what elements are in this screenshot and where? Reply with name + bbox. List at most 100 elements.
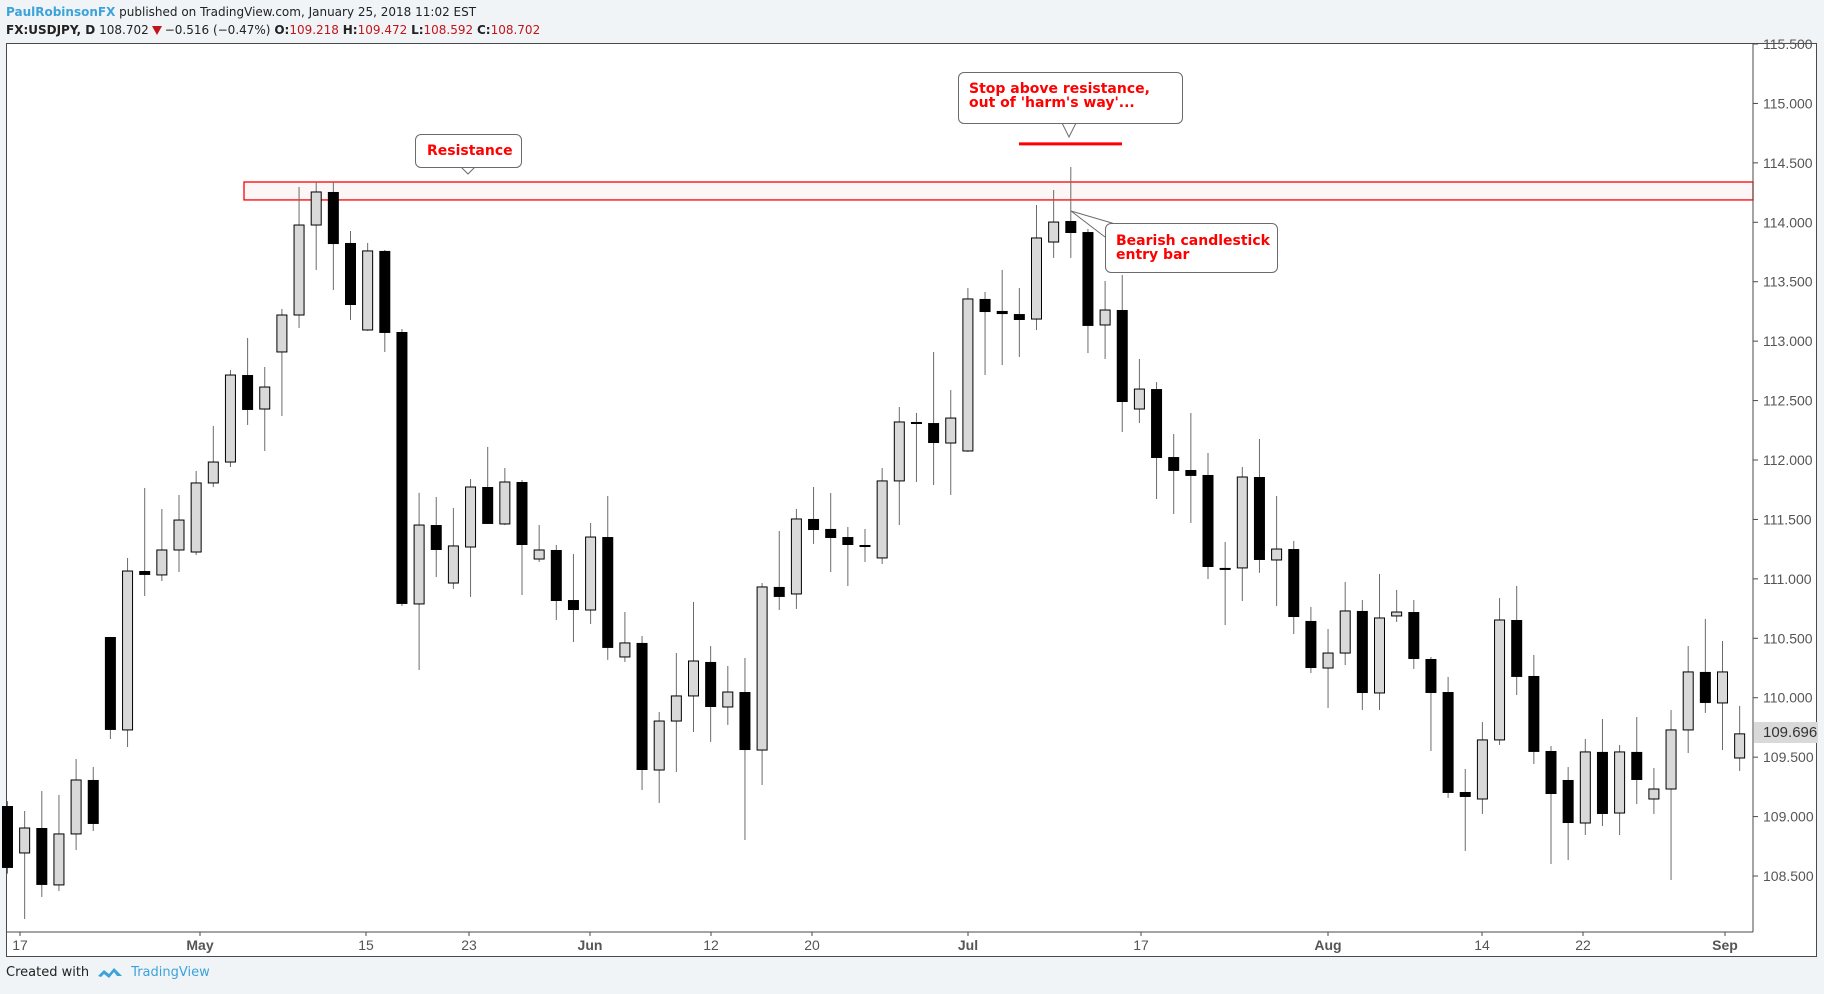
candle	[224, 370, 236, 468]
candle	[756, 583, 768, 785]
tradingview-logo-icon	[98, 967, 123, 978]
tradingview-link[interactable]: TradingView	[131, 965, 210, 980]
candle	[1476, 721, 1488, 814]
candle	[808, 486, 820, 544]
candle	[842, 526, 854, 587]
time-tick-label: 17	[1133, 937, 1149, 953]
resistance-zone-rect[interactable]	[243, 181, 1754, 201]
candle	[345, 230, 356, 320]
candle	[619, 612, 631, 662]
candle	[1168, 433, 1180, 514]
candle	[2, 801, 13, 874]
candle	[362, 242, 374, 331]
candle	[430, 496, 442, 577]
time-tick-label: May	[186, 937, 213, 953]
price-tick-label: 109.500	[1763, 749, 1814, 765]
candle	[293, 186, 305, 328]
entry-callout[interactable]: Bearish candlestick entry bar	[1105, 223, 1278, 273]
candle	[893, 406, 905, 526]
candle	[190, 470, 202, 555]
candle	[413, 492, 425, 671]
time-tick-label: 17	[12, 937, 28, 953]
time-tick-label: 12	[703, 937, 719, 953]
candle	[859, 528, 871, 562]
candle	[1717, 641, 1728, 751]
time-tick-label: 23	[461, 937, 477, 953]
candle	[1391, 589, 1403, 623]
symbol-info: FX:USDJPY, D 108.702 −0.516 (−0.47%) O:10…	[6, 23, 540, 37]
candle	[739, 658, 751, 841]
candle	[465, 479, 477, 597]
author-link[interactable]: PaulRobinsonFX	[6, 5, 116, 19]
candles	[2, 167, 1746, 919]
candle	[1442, 676, 1454, 798]
candle	[705, 646, 717, 742]
candle	[1288, 540, 1300, 635]
candle	[1648, 767, 1660, 814]
time-tick-label: Sep	[1712, 937, 1738, 953]
candle	[1305, 606, 1317, 674]
candle	[773, 530, 785, 611]
axes: 115.500 115.000 114.500 114.000 113.500 113.0…	[6, 36, 1814, 953]
low-label: L:	[411, 23, 424, 37]
resistance-callout[interactable]: Resistance	[415, 134, 522, 168]
price-tick-label: 113.000	[1763, 333, 1813, 349]
candle	[1408, 600, 1420, 669]
candle	[653, 711, 665, 803]
candle	[87, 767, 99, 831]
candle	[122, 557, 134, 747]
candle	[1631, 716, 1643, 804]
time-tick-label: Jun	[578, 937, 603, 953]
candle	[1374, 573, 1385, 710]
open-value: 109.218	[289, 23, 339, 37]
candle	[1253, 438, 1265, 573]
candle	[1065, 167, 1077, 258]
candle	[1459, 768, 1471, 851]
high-value: 109.472	[357, 23, 408, 37]
high-label: H:	[342, 23, 358, 37]
time-tick-label: 20	[804, 937, 820, 953]
last-price-label: 109.696	[1754, 722, 1818, 743]
candle	[1099, 281, 1111, 359]
candle	[1545, 745, 1557, 865]
candle	[722, 665, 734, 725]
candle	[996, 269, 1008, 366]
candle	[670, 653, 682, 773]
candle	[104, 636, 116, 739]
price-tick-label: 114.500	[1763, 155, 1813, 171]
chart-header: PaulRobinsonFX published on TradingView.…	[0, 0, 1824, 44]
close-label: C:	[476, 23, 491, 37]
candle	[310, 181, 322, 270]
candle	[1116, 274, 1128, 432]
candle	[602, 496, 614, 660]
candle	[259, 366, 271, 451]
footer: Created with TradingView	[6, 965, 210, 980]
candle	[396, 329, 408, 606]
candle	[1048, 189, 1060, 258]
candle	[1682, 646, 1694, 753]
candle	[876, 467, 888, 565]
candle	[585, 523, 597, 625]
created-with-text: Created with	[6, 965, 90, 980]
price-tick-label: 111.000	[1763, 571, 1812, 587]
candle	[1322, 629, 1334, 708]
stop-label-line1: Stop above resistance,	[969, 81, 1150, 97]
time-tick-label: Aug	[1314, 937, 1341, 953]
resistance-zone[interactable]	[243, 181, 1754, 201]
candle	[36, 791, 48, 897]
candle	[482, 446, 494, 524]
time-tick-label: 22	[1575, 937, 1591, 953]
last-value: 108.702	[99, 23, 149, 37]
stop-callout[interactable]: Stop above resistance, out of 'harm's wa…	[958, 72, 1183, 124]
stop-label-line2: out of 'harm's way'...	[969, 95, 1135, 111]
price-tick-label: 110.500	[1763, 630, 1813, 646]
published-text: published on TradingView.com, January 25…	[115, 5, 477, 19]
price-tick-label: 109.000	[1763, 809, 1814, 825]
candle	[1734, 705, 1746, 771]
candle	[1665, 709, 1677, 880]
price-tick-label: 113.500	[1763, 274, 1813, 290]
low-value: 108.592	[423, 23, 474, 37]
symbol-label: FX:USDJPY, D	[6, 23, 96, 37]
candle	[447, 508, 459, 589]
